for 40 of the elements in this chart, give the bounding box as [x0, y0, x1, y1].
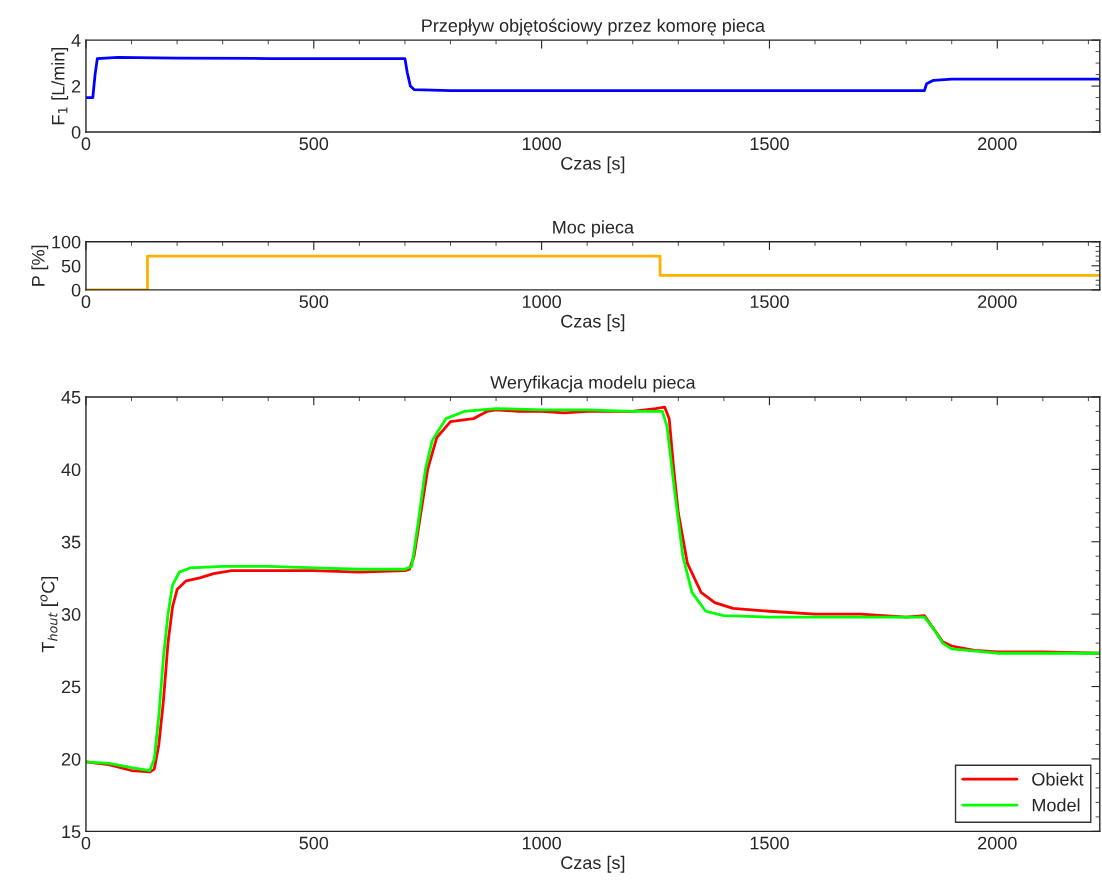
x-tick-label: 1000 [522, 137, 561, 151]
y-tick-label: 15 [62, 825, 81, 839]
y-tick-label: 35 [61, 535, 81, 549]
x-tick-label: 2000 [978, 137, 1017, 151]
x-axis-title: Czas [s] [561, 314, 625, 332]
y-tick-label: 100 [52, 235, 81, 249]
x-tick-label: 500 [299, 836, 329, 850]
x-tick-label: 500 [299, 137, 329, 151]
x-tick-label: 2000 [978, 295, 1017, 309]
chart-title: Weryfikacja modelu pieca [490, 375, 696, 393]
y-tick-label: 45 [61, 391, 81, 404]
x-tick-label: 0 [81, 295, 91, 309]
y-axis-title: F$_{1}$ [L/min] [51, 47, 69, 125]
x-tick-label: 1500 [750, 295, 789, 309]
line-series [85, 55, 1100, 99]
x-tick-label: 0 [81, 836, 91, 850]
y-tick-label: 40 [61, 463, 81, 477]
x-axis-title: Czas [s] [561, 156, 625, 174]
x-tick-label: 1500 [750, 836, 789, 850]
y-tick-label: 2 [71, 80, 81, 93]
y-tick-label: 25 [61, 680, 81, 694]
chart-title: Moc pieca [553, 220, 635, 238]
x-tick-label: 1000 [522, 295, 561, 309]
x-tick-label: 1500 [750, 137, 789, 151]
x-tick-label: 500 [299, 295, 329, 309]
y-tick-label: 50 [61, 259, 81, 273]
y-axis-title: P [%] [31, 245, 49, 286]
y-tick-label: 20 [61, 752, 81, 766]
y-tick-label: 0 [71, 283, 81, 297]
y-axis-title: T$_{hout}$ [$^{o}$C] [40, 576, 59, 653]
chart-title: Przepływ objętościowy przez komorę pieca [422, 18, 765, 36]
x-tick-label: 1000 [522, 836, 561, 850]
legend-label: Model [1032, 798, 1080, 812]
y-tick-label: 4 [71, 34, 81, 47]
x-tick-label: 2000 [978, 836, 1017, 850]
y-tick-label: 0 [71, 125, 81, 139]
x-tick-label: 0 [81, 137, 91, 151]
x-axis-title: Czas [s] [561, 855, 625, 873]
y-tick-label: 30 [61, 608, 81, 621]
legend-label: Obiekt [1032, 772, 1084, 786]
